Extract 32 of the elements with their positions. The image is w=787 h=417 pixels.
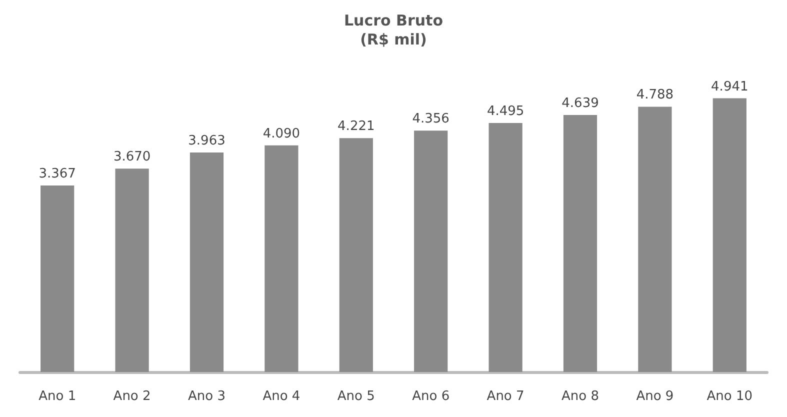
x-tick-label: Ano 4 <box>262 389 300 404</box>
bar <box>339 138 373 372</box>
data-label: 4.221 <box>338 119 375 134</box>
data-label: 3.670 <box>113 150 151 165</box>
data-label: 4.788 <box>636 88 674 103</box>
data-label: 4.639 <box>562 96 599 111</box>
chart-subtitle: (R$ mil) <box>360 30 427 48</box>
bar <box>115 168 149 372</box>
data-label: 4.356 <box>412 112 450 127</box>
x-tick-label: Ano 5 <box>337 389 375 404</box>
bar <box>414 130 448 372</box>
bar <box>40 185 74 372</box>
bar <box>712 98 746 372</box>
data-label: 4.941 <box>711 79 748 94</box>
bar <box>264 145 298 372</box>
data-label: 3.963 <box>188 133 226 148</box>
bar <box>190 152 224 372</box>
bar <box>638 106 672 372</box>
x-tick-label: Ano 8 <box>562 389 599 404</box>
data-label: 4.090 <box>262 126 300 142</box>
x-tick-label: Ano 6 <box>412 389 450 404</box>
x-tick-label: Ano 3 <box>188 389 226 404</box>
x-tick-label: Ano 7 <box>486 389 524 404</box>
x-tick-label: Ano 2 <box>113 389 151 404</box>
data-label: 3.367 <box>38 166 76 182</box>
x-tick-label: Ano 1 <box>38 389 76 404</box>
data-label: 4.495 <box>486 104 524 119</box>
x-tick-label: Ano 9 <box>636 389 674 404</box>
chart-title: Lucro Bruto <box>344 12 444 30</box>
bar <box>563 115 598 372</box>
bar <box>488 122 522 372</box>
x-tick-label: Ano 10 <box>706 389 753 404</box>
